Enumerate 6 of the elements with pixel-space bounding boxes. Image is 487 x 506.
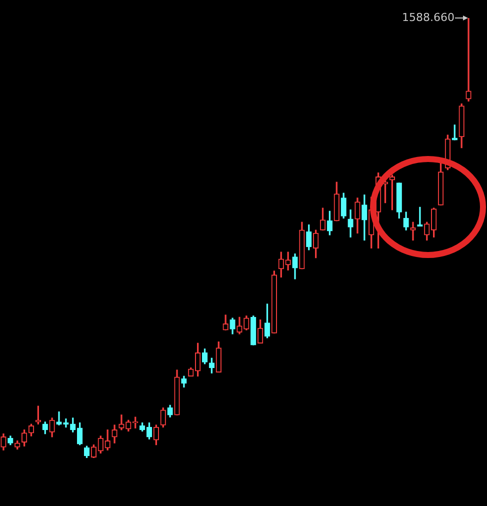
- candlestick: [56, 411, 62, 426]
- candlestick: [466, 18, 472, 102]
- candlestick: [417, 206, 423, 226]
- candlestick: [63, 418, 69, 428]
- candlestick: [410, 222, 416, 241]
- annotation: 1588.660: [402, 10, 455, 24]
